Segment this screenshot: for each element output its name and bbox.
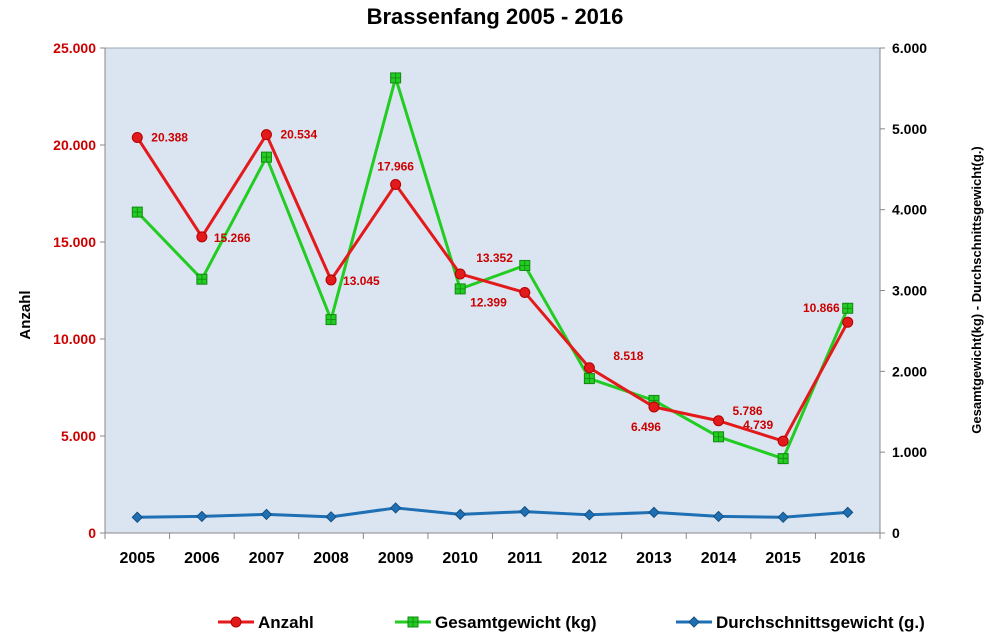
y-right-tick-label: 5.000 bbox=[892, 121, 927, 137]
data-label-anzahl: 20.388 bbox=[151, 130, 188, 144]
y-right-tick-label: 0 bbox=[892, 525, 900, 541]
x-tick-label: 2014 bbox=[701, 550, 737, 567]
chart-title: Brassenfang 2005 - 2016 bbox=[367, 4, 624, 29]
legend-label: Anzahl bbox=[258, 613, 314, 632]
data-point-anzahl bbox=[260, 129, 272, 141]
x-tick-label: 2013 bbox=[636, 550, 672, 567]
series-line-anzahl bbox=[136, 133, 850, 443]
data-point-durchschnittsgewicht bbox=[583, 509, 596, 521]
data-point-anzahl bbox=[325, 274, 337, 286]
data-point-gesamtgewicht bbox=[131, 206, 143, 218]
x-tick-label: 2010 bbox=[442, 550, 478, 567]
data-point-anzahl bbox=[390, 178, 402, 190]
data-point-durchschnittsgewicht bbox=[325, 511, 337, 523]
data-point-durchschnittsgewicht bbox=[389, 502, 402, 514]
y-left-tick-label: 5.000 bbox=[61, 428, 96, 444]
legend-item: Gesamtgewicht (kg) bbox=[395, 613, 597, 632]
data-point-anzahl bbox=[196, 231, 208, 243]
y-right-tick-label: 2.000 bbox=[892, 363, 927, 379]
data-point-anzahl bbox=[519, 286, 531, 298]
y-right-tick-label: 4.000 bbox=[892, 202, 927, 218]
x-tick-label: 2008 bbox=[313, 550, 349, 567]
series-line-gesamtgewicht bbox=[136, 76, 850, 461]
data-point-durchschnittsgewicht bbox=[777, 511, 789, 523]
data-label-anzahl: 17.966 bbox=[377, 159, 414, 173]
data-label-anzahl: 15.266 bbox=[214, 231, 251, 245]
y-left-tick-label: 20.000 bbox=[53, 137, 96, 153]
legend-item: Anzahl bbox=[218, 613, 314, 632]
data-point-durchschnittsgewicht bbox=[842, 506, 854, 519]
legend-marker bbox=[688, 616, 700, 628]
y-left-tick-label: 25.000 bbox=[53, 40, 96, 56]
data-label-anzahl: 13.045 bbox=[343, 274, 380, 288]
y-left-tick-label: 15.000 bbox=[53, 234, 96, 250]
data-point-durchschnittsgewicht bbox=[454, 508, 466, 521]
legend-marker bbox=[407, 616, 419, 628]
data-point-gesamtgewicht bbox=[325, 314, 337, 326]
y-left-tick-label: 0 bbox=[88, 525, 96, 541]
y-axis-right-label: Gesamtgewicht(kg) - Durchschnittsgewicht… bbox=[969, 146, 984, 433]
data-point-gesamtgewicht bbox=[842, 302, 854, 314]
x-tick-label: 2011 bbox=[507, 550, 542, 567]
data-point-anzahl bbox=[777, 435, 789, 447]
data-point-anzahl bbox=[131, 131, 143, 143]
data-point-durchschnittsgewicht bbox=[519, 505, 531, 518]
legend-label: Gesamtgewicht (kg) bbox=[435, 613, 597, 632]
series-line-durchschnittsgewicht bbox=[137, 506, 848, 519]
data-label-anzahl: 13.352 bbox=[476, 251, 513, 265]
x-tick-label: 2015 bbox=[765, 550, 801, 567]
y-right-tick-label: 3.000 bbox=[892, 283, 927, 299]
data-point-gesamtgewicht bbox=[519, 259, 531, 271]
data-point-anzahl bbox=[454, 268, 466, 280]
x-tick-label: 2009 bbox=[378, 550, 414, 567]
data-label-anzahl: 4.739 bbox=[743, 418, 773, 432]
data-point-gesamtgewicht bbox=[777, 453, 789, 465]
data-point-gesamtgewicht bbox=[390, 72, 402, 84]
data-point-durchschnittsgewicht bbox=[131, 511, 143, 523]
data-label-anzahl: 12.399 bbox=[470, 295, 507, 309]
data-point-gesamtgewicht bbox=[196, 273, 208, 285]
x-tick-label: 2006 bbox=[184, 550, 220, 567]
data-point-anzahl bbox=[648, 401, 660, 413]
data-point-gesamtgewicht bbox=[583, 373, 595, 385]
y-right-tick-label: 6.000 bbox=[892, 40, 927, 56]
data-point-anzahl bbox=[583, 362, 595, 374]
data-point-durchschnittsgewicht bbox=[712, 510, 725, 523]
data-label-anzahl: 5.786 bbox=[733, 404, 763, 418]
data-point-durchschnittsgewicht bbox=[648, 506, 660, 519]
data-label-anzahl: 6.496 bbox=[631, 420, 661, 434]
y-axis-left-label: Anzahl bbox=[17, 290, 34, 339]
data-label-anzahl: 20.534 bbox=[280, 128, 317, 142]
x-tick-label: 2016 bbox=[830, 550, 866, 567]
data-point-gesamtgewicht bbox=[713, 431, 725, 443]
data-point-durchschnittsgewicht bbox=[260, 508, 273, 521]
data-point-gesamtgewicht bbox=[260, 151, 272, 163]
legend-item: Durchschnittsgewicht (g.) bbox=[676, 613, 925, 632]
data-point-durchschnittsgewicht bbox=[196, 510, 208, 523]
y-left-tick-label: 10.000 bbox=[53, 331, 96, 347]
x-tick-label: 2005 bbox=[119, 550, 155, 567]
legend-marker bbox=[230, 616, 242, 628]
data-point-gesamtgewicht bbox=[454, 283, 466, 295]
data-label-anzahl: 8.518 bbox=[613, 349, 643, 363]
plot-area bbox=[104, 47, 881, 534]
x-tick-label: 2012 bbox=[572, 550, 608, 567]
data-point-anzahl bbox=[713, 415, 725, 427]
legend-label: Durchschnittsgewicht (g.) bbox=[716, 613, 925, 632]
y-right-tick-label: 1.000 bbox=[892, 444, 927, 460]
x-tick-label: 2007 bbox=[249, 550, 285, 567]
data-point-anzahl bbox=[842, 316, 854, 328]
data-label-anzahl: 10.866 bbox=[803, 301, 840, 315]
